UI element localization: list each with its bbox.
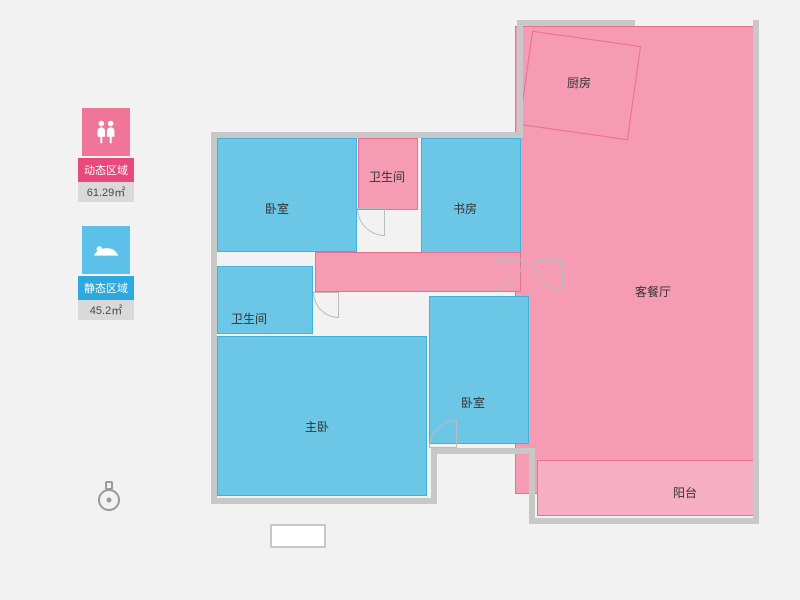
wall xyxy=(753,20,759,522)
room-label-bath1: 卫生间 xyxy=(369,168,405,185)
wall xyxy=(529,518,759,524)
wall xyxy=(529,448,535,522)
wall xyxy=(431,448,531,454)
room-bedroom1 xyxy=(217,138,357,252)
sleep-icon xyxy=(82,226,130,274)
room-label-bedroom1: 卧室 xyxy=(265,200,289,217)
legend-dynamic-label: 动态区域 xyxy=(78,158,134,182)
room-label-master: 主卧 xyxy=(305,418,329,435)
door-arc xyxy=(313,292,339,318)
door-arc xyxy=(357,208,385,236)
people-icon xyxy=(82,108,130,156)
room-master xyxy=(217,336,427,496)
wall xyxy=(211,132,217,502)
room-label-kitchen: 厨房 xyxy=(567,74,591,91)
room-label-study: 书房 xyxy=(453,200,477,217)
inset-box xyxy=(270,524,326,548)
legend-dynamic-area: 61.29㎡ xyxy=(78,182,134,202)
legend-static: 静态区域 45.2㎡ xyxy=(78,226,134,320)
room-label-bedroom2: 卧室 xyxy=(461,394,485,411)
wall xyxy=(211,132,523,138)
wall xyxy=(211,498,437,504)
legend-static-area: 45.2㎡ xyxy=(78,300,134,320)
compass-icon xyxy=(95,478,123,517)
floor-plan: 客餐厅厨房卧室卫生间书房卫生间主卧卧室阳台 xyxy=(205,20,760,580)
legend-dynamic: 动态区域 61.29㎡ xyxy=(78,108,134,202)
room-corridor xyxy=(315,252,521,292)
room-label-bath2: 卫生间 xyxy=(231,310,267,327)
wall xyxy=(517,20,635,26)
wall xyxy=(431,448,437,500)
room-balcony xyxy=(537,460,755,516)
legend-static-label: 静态区域 xyxy=(78,276,134,300)
room-label-living: 客餐厅 xyxy=(635,283,671,300)
room-study xyxy=(421,138,521,256)
legend: 动态区域 61.29㎡ 静态区域 45.2㎡ xyxy=(78,108,134,344)
wall xyxy=(517,20,523,138)
room-label-balcony: 阳台 xyxy=(673,484,697,501)
